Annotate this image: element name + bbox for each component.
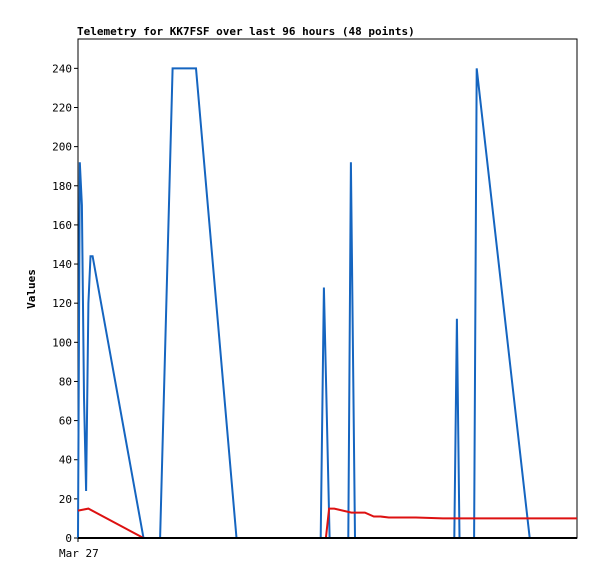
y-axis: 0 20 40 60 80 100 120 140 160 180 200 220 240 (52, 62, 78, 545)
x-tick-label: Mar 27 (59, 547, 99, 560)
y-tick-label: 100 (52, 336, 72, 349)
chart-title: Telemetry for KK7FSF over last 96 hours … (77, 25, 415, 38)
y-axis-label: Values (25, 269, 38, 309)
y-tick-label: 0 (65, 532, 72, 545)
y-tick-label: 20 (59, 493, 72, 506)
y-tick-label: 40 (59, 454, 72, 467)
y-tick-label: 160 (52, 219, 72, 232)
y-tick-label: 120 (52, 297, 72, 310)
y-tick-label: 60 (59, 415, 72, 428)
series-layer (77, 67, 577, 539)
y-tick-label: 140 (52, 258, 72, 271)
y-tick-label: 240 (52, 62, 72, 75)
y-tick-label: 200 (52, 141, 72, 154)
y-tick-label: 220 (52, 101, 72, 114)
y-tick-label: 180 (52, 180, 72, 193)
y-tick-label: 80 (59, 375, 72, 388)
